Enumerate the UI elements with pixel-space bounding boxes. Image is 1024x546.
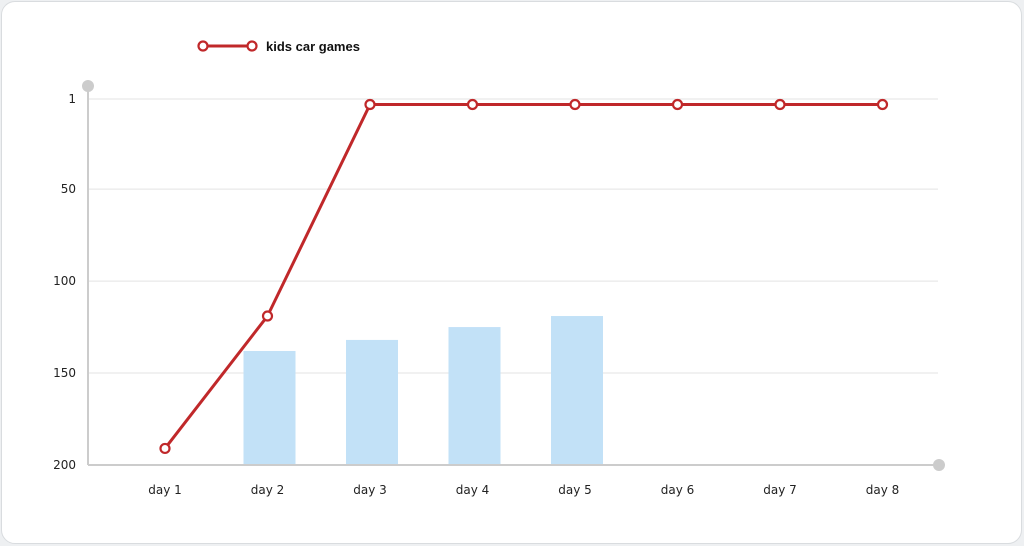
line-point [671,98,684,111]
line-point [159,442,171,455]
line-point [569,98,581,111]
y-tick-label: 1 [68,92,76,106]
legend: kids car games [197,39,360,54]
bar [448,327,501,465]
y-tick-label: 50 [61,182,76,196]
grid-lines [88,98,938,374]
bar [346,339,398,465]
line-point [774,98,786,111]
line-point [876,98,889,111]
y-tick-label: 200 [53,458,76,472]
x-tick-label: day 7 [763,483,797,497]
legend-marker [246,40,258,52]
y-axis-end-dot [82,80,94,92]
x-tick-label: day 4 [456,483,490,497]
line-point [364,98,376,111]
line-point [261,310,274,322]
y-tick-label: 100 [53,274,76,288]
bar [243,350,296,465]
bar [551,316,603,465]
x-tick-label: day 5 [558,483,592,497]
x-tick-label: day 6 [661,483,695,497]
legend-marker [197,40,209,52]
line-series [159,98,889,455]
x-tick-label: day 8 [866,483,900,497]
series-line [163,103,883,450]
y-tick-label: 150 [53,366,76,380]
bar-series [243,316,603,465]
line-point [466,98,479,111]
legend-label: kids car games [266,39,360,54]
x-tick-label: day 2 [251,483,285,497]
x-tick-label: day 3 [353,483,387,497]
x-tick-label: day 1 [148,483,182,497]
x-axis-end-dot [933,459,945,471]
